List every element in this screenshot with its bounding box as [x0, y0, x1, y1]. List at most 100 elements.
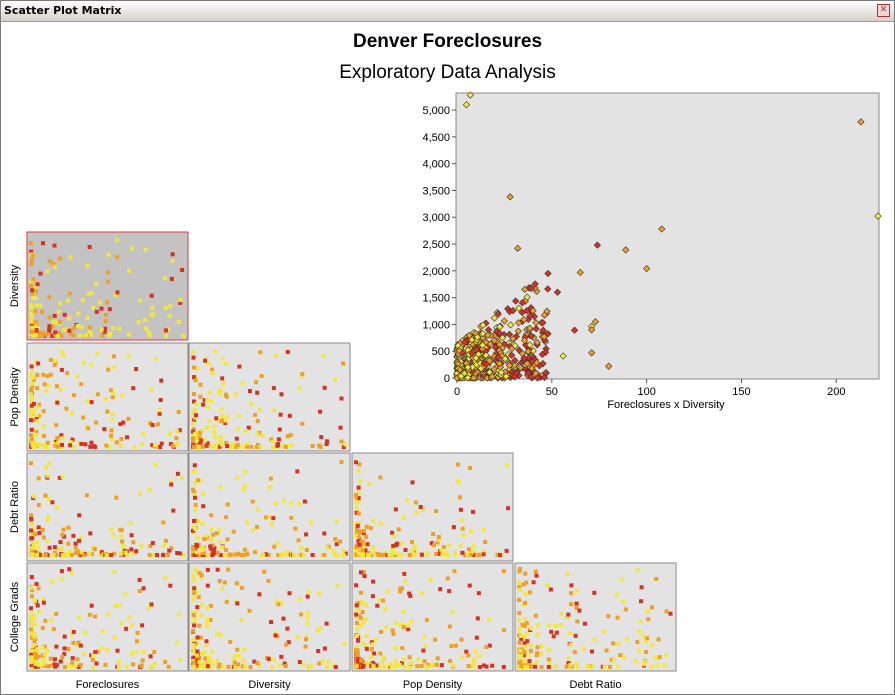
- detail-y-tick-label: 3,000: [422, 212, 450, 224]
- matrix-point: [31, 277, 36, 282]
- matrix-point: [223, 421, 228, 425]
- matrix-point: [657, 655, 662, 660]
- matrix-point: [83, 442, 88, 447]
- matrix-point: [393, 662, 398, 667]
- matrix-point: [501, 569, 506, 574]
- matrix-point: [191, 638, 196, 643]
- matrix-point: [53, 664, 58, 669]
- chart-subtitle: Exploratory Data Analysis: [339, 62, 556, 83]
- matrix-point: [334, 553, 339, 557]
- matrix-point: [296, 538, 301, 543]
- matrix-point: [194, 413, 199, 418]
- matrix-point: [94, 661, 99, 666]
- matrix-point: [384, 625, 389, 630]
- matrix-point: [138, 664, 143, 669]
- matrix-point: [224, 599, 229, 604]
- matrix-point: [163, 305, 168, 310]
- matrix-point: [138, 298, 143, 303]
- matrix-point: [115, 290, 120, 295]
- matrix-point: [35, 282, 40, 287]
- matrix-point: [522, 649, 527, 654]
- matrix-point: [231, 529, 236, 534]
- matrix-point: [151, 312, 155, 317]
- matrix-point: [615, 615, 620, 620]
- matrix-point: [650, 643, 655, 648]
- matrix-point: [581, 646, 586, 651]
- matrix-column-label-debt-ratio: Debt Ratio: [570, 679, 622, 691]
- matrix-point: [564, 615, 569, 620]
- close-icon[interactable]: ✕: [877, 4, 890, 17]
- matrix-point: [331, 548, 336, 553]
- detail-point: [532, 325, 540, 333]
- matrix-point: [432, 543, 436, 548]
- detail-point: [505, 361, 514, 369]
- matrix-point: [155, 553, 159, 557]
- matrix-point: [45, 649, 50, 653]
- matrix-point: [29, 516, 34, 521]
- matrix-point: [361, 664, 366, 668]
- matrix-point: [209, 658, 214, 663]
- matrix-point: [178, 658, 183, 662]
- matrix-point: [191, 429, 196, 434]
- matrix-point: [638, 619, 643, 624]
- matrix-point: [528, 626, 533, 631]
- matrix-point: [641, 634, 646, 639]
- detail-point: [524, 347, 532, 356]
- matrix-point: [197, 430, 202, 435]
- matrix-point: [60, 442, 64, 447]
- matrix-point: [429, 663, 434, 668]
- matrix-point: [59, 445, 64, 449]
- matrix-point: [211, 532, 216, 537]
- matrix-point: [90, 291, 94, 296]
- detail-point: [526, 312, 534, 320]
- matrix-point: [73, 545, 78, 550]
- detail-point: [469, 374, 478, 382]
- matrix-point: [361, 531, 366, 536]
- matrix-point: [361, 529, 366, 533]
- matrix-point: [56, 309, 61, 314]
- matrix-point: [59, 333, 64, 338]
- matrix-point: [126, 416, 131, 421]
- matrix-point: [639, 599, 643, 604]
- matrix-point: [215, 659, 220, 663]
- matrix-point: [391, 631, 396, 636]
- matrix-point: [129, 622, 134, 627]
- detail-point: [544, 285, 552, 293]
- matrix-point: [195, 535, 200, 540]
- matrix-point: [434, 662, 439, 667]
- matrix-point: [29, 302, 33, 307]
- matrix-point: [137, 577, 142, 582]
- matrix-point: [276, 602, 281, 607]
- matrix-point: [29, 630, 33, 635]
- matrix-point: [33, 323, 38, 328]
- detail-point: [521, 285, 529, 294]
- matrix-point: [356, 533, 361, 538]
- matrix-point: [452, 569, 457, 574]
- matrix-point: [153, 661, 158, 666]
- matrix-point: [354, 494, 358, 499]
- matrix-point: [339, 459, 344, 464]
- matrix-point: [30, 443, 35, 448]
- matrix-point: [233, 552, 238, 557]
- matrix-point: [174, 436, 179, 441]
- matrix-point: [471, 544, 476, 549]
- matrix-point: [447, 589, 452, 594]
- matrix-point: [41, 433, 46, 438]
- matrix-point: [32, 615, 37, 620]
- matrix-point: [621, 599, 626, 604]
- matrix-point: [110, 395, 115, 400]
- matrix-point: [218, 484, 223, 489]
- matrix-point: [91, 305, 96, 310]
- matrix-point: [191, 643, 196, 648]
- matrix-point: [574, 588, 579, 593]
- matrix-point: [31, 527, 36, 532]
- matrix-point: [197, 441, 202, 446]
- matrix-point: [62, 665, 67, 669]
- matrix-point: [282, 661, 287, 666]
- detail-point: [455, 346, 463, 355]
- matrix-point: [152, 443, 157, 448]
- window-titlebar[interactable]: Scatter Plot Matrix ✕: [1, 1, 894, 22]
- detail-point: [543, 307, 551, 315]
- matrix-point: [639, 585, 644, 590]
- matrix-point: [202, 398, 207, 403]
